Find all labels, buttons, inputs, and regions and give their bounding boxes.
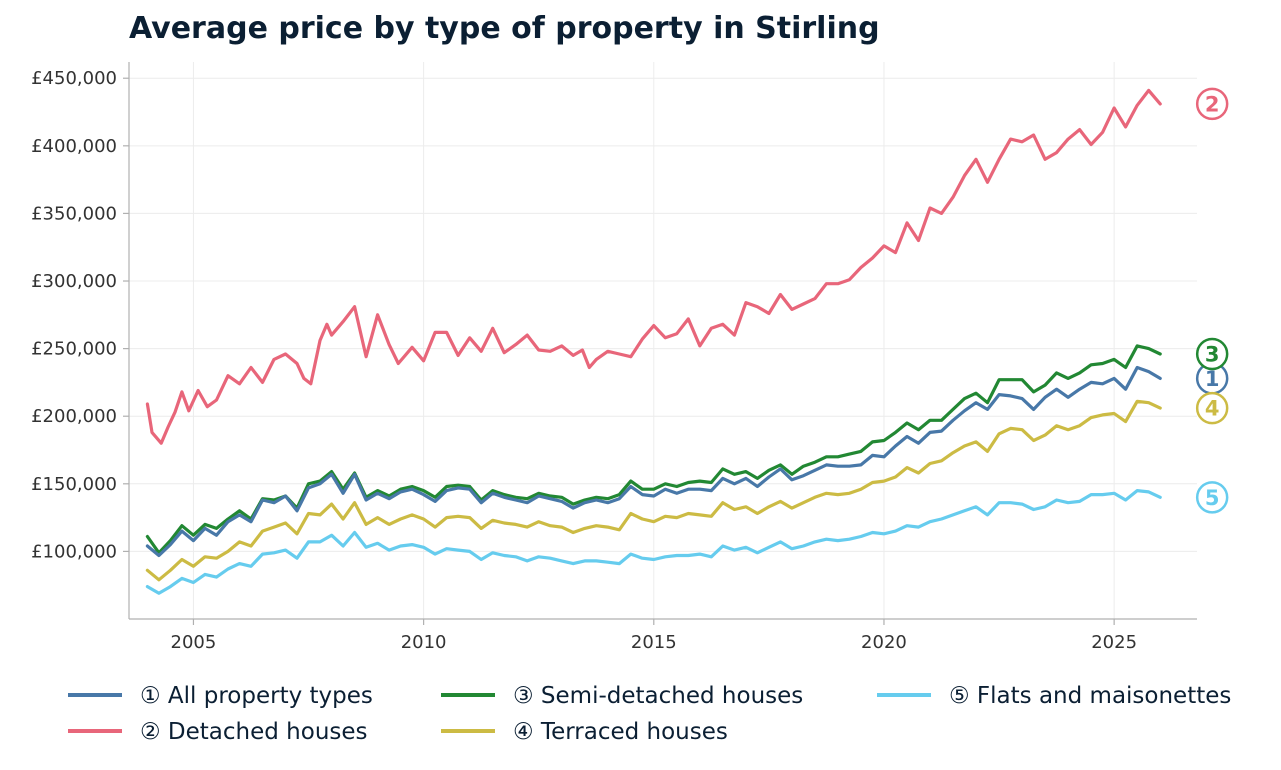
series-line-3: [145, 344, 1162, 555]
y-tick-label: £250,000: [31, 339, 117, 360]
legend-item-1: ① All property types: [68, 683, 373, 709]
y-tick-label: £350,000: [31, 203, 117, 224]
end-marker-label-2: 2: [1205, 92, 1220, 116]
end-marker-circle-4: [1195, 391, 1229, 425]
end-marker-circle-2: [1195, 87, 1229, 121]
series-line-1: [145, 365, 1162, 558]
x-tick-label: 2010: [401, 632, 447, 653]
end-marker-label-1: 1: [1205, 367, 1220, 391]
y-tick-label: £150,000: [31, 474, 117, 495]
chart-title: Average price by type of property in Sti…: [129, 11, 880, 46]
end-marker-label-3: 3: [1205, 343, 1220, 367]
grid: [129, 62, 1197, 619]
end-marker-label-4: 4: [1205, 397, 1220, 421]
x-tick-label: 2025: [1091, 632, 1137, 653]
series-line-2: [145, 88, 1162, 445]
tick-labels: £100,000 £150,000 £200,000 £250,000 £300,000…: [31, 68, 1137, 653]
end-marker-circle-3: [1195, 337, 1229, 371]
legend-item-2: ② Detached houses: [68, 719, 368, 745]
series-line-5: [145, 489, 1162, 595]
end-marker-circle-5: [1195, 481, 1229, 514]
end-markers: 1 2 3 4 5: [1195, 87, 1229, 514]
y-tick-label: £450,000: [31, 68, 117, 89]
legend: ① All property types ② Detached houses ③ S…: [68, 683, 1231, 745]
y-tick-label: £200,000: [31, 406, 117, 427]
legend-item-3: ③ Semi-detached houses: [441, 683, 803, 709]
legend-label: ④ Terraced houses: [513, 719, 728, 745]
legend-item-4: ④ Terraced houses: [441, 719, 728, 745]
series-line-4: [145, 399, 1162, 582]
legend-label: ③ Semi-detached houses: [513, 683, 803, 709]
y-tick-label: £100,000: [31, 541, 117, 562]
end-marker-label-5: 5: [1205, 486, 1220, 510]
y-tick-label: £300,000: [31, 271, 117, 292]
legend-label: ② Detached houses: [140, 719, 368, 745]
x-tick-label: 2005: [171, 632, 217, 653]
legend-label: ⑤ Flats and maisonettes: [949, 683, 1231, 709]
x-tick-label: 2020: [861, 632, 907, 653]
legend-label: ① All property types: [140, 683, 373, 709]
series-lines: [145, 88, 1162, 595]
legend-item-5: ⑤ Flats and maisonettes: [877, 683, 1231, 709]
y-tick-label: £400,000: [31, 136, 117, 157]
x-tick-label: 2015: [631, 632, 677, 653]
axes: [128, 62, 1197, 620]
